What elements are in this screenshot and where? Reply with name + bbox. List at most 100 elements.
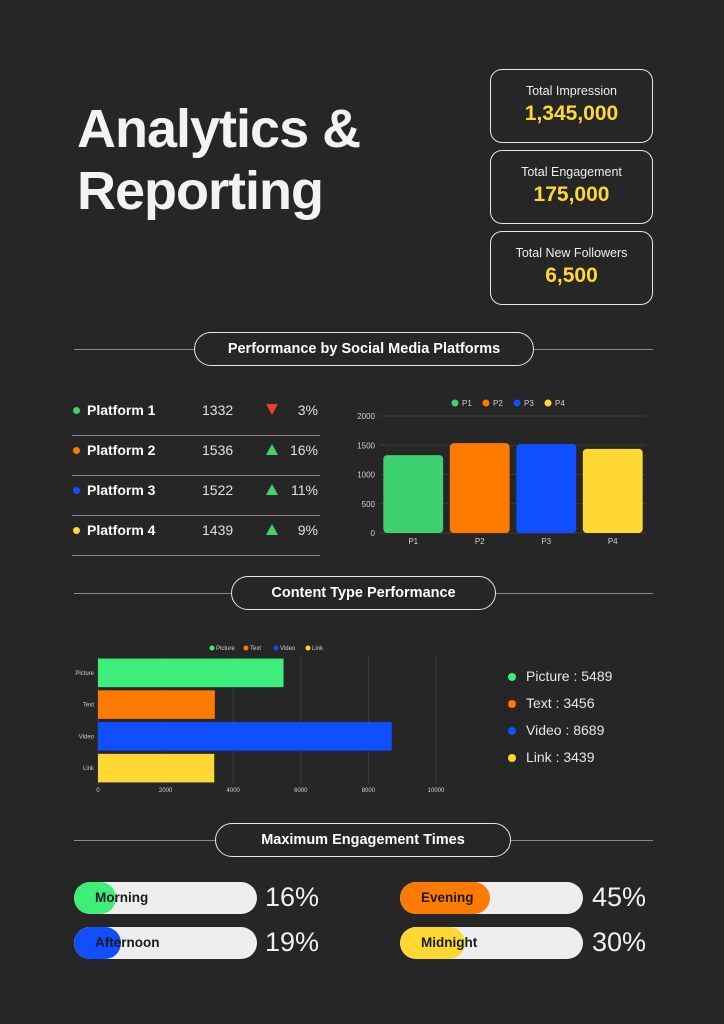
engagement-bar-morning: Morning — [74, 882, 257, 914]
platform-dot — [73, 447, 80, 454]
stat-value: 6,500 — [545, 264, 598, 287]
engagement-label: Afternoon — [95, 935, 160, 950]
stat-card-impression: Total Impression 1,345,000 — [490, 69, 653, 143]
engagement-fill — [400, 882, 491, 914]
x-tick-label: 2000 — [159, 788, 173, 794]
stat-card-followers: Total New Followers 6,500 — [490, 231, 653, 305]
stat-value: 1,345,000 — [524, 102, 619, 125]
platform-row: Platform 2 1536 16% — [72, 436, 320, 476]
legend-dot — [209, 645, 215, 651]
y-tick-label: Picture — [75, 671, 94, 677]
bar — [582, 448, 643, 533]
platform-value: 1332 — [202, 402, 234, 418]
x-tick-label: P1 — [408, 537, 418, 546]
stat-label: Total Impression — [525, 84, 617, 98]
platform-pct: 9% — [297, 522, 318, 538]
bar — [383, 455, 444, 533]
platform-name: Platform 1 — [87, 402, 156, 418]
platform-dot — [73, 527, 80, 534]
legend-text: Text : 3456 — [526, 695, 595, 711]
legend-dot — [513, 399, 521, 407]
platform-bar-chart: 0 500 1000 1500 2000 P1 P2 P3 P4 P1 P2 P3 P4 — [357, 399, 646, 546]
stat-label: Total New Followers — [515, 246, 628, 260]
bar — [516, 443, 577, 533]
engagement-pct: 45% — [592, 882, 647, 912]
legend-dot — [273, 645, 279, 651]
y-tick-label: Link — [83, 766, 95, 772]
legend-dot — [508, 700, 516, 708]
platform-value: 1536 — [202, 442, 234, 458]
legend-dot — [508, 754, 516, 762]
platform-pct: 3% — [297, 402, 318, 418]
platform-name: Platform 2 — [87, 442, 156, 458]
engagement-bar-afternoon: Afternoon — [74, 927, 257, 959]
platform-row: Platform 4 1439 9% — [72, 516, 320, 556]
platform-pct: 11% — [291, 482, 318, 498]
legend-label: Link — [312, 646, 324, 652]
x-tick-label: 6000 — [294, 788, 308, 794]
legend-dot — [243, 645, 249, 651]
section-title: Content Type Performance — [231, 576, 496, 610]
y-tick-label: 1000 — [357, 471, 375, 480]
title-line-1: Analytics & — [77, 99, 361, 159]
platform-name: Platform 3 — [87, 482, 156, 498]
y-tick-label: 1500 — [357, 441, 375, 450]
bar — [98, 722, 392, 751]
section-title: Performance by Social Media Platforms — [194, 332, 534, 366]
legend-label: Text — [250, 646, 261, 652]
engagement-pct: 16% — [265, 882, 320, 912]
legend-dot — [482, 399, 490, 407]
x-tick-label: 4000 — [227, 788, 241, 794]
bar — [98, 690, 215, 719]
y-tick-label: Video — [79, 734, 95, 740]
content-bar-chart: 0 2000 4000 6000 8000 10000 Picture Text Video Li… — [75, 645, 445, 794]
y-tick-label: 2000 — [357, 412, 375, 421]
trend-up-icon — [266, 524, 278, 535]
bar — [449, 443, 510, 533]
bar — [98, 658, 284, 688]
x-tick-label: P2 — [475, 537, 485, 546]
title-line-2: Reporting — [77, 161, 324, 221]
engagement-pct: 30% — [592, 927, 647, 957]
engagement-label: Evening — [421, 890, 474, 905]
bar — [98, 753, 215, 783]
legend-dot — [508, 673, 516, 681]
y-tick-label: Text — [83, 703, 94, 709]
section-content: Content Type Performance — [74, 576, 653, 610]
trend-down-icon — [266, 404, 278, 415]
legend-label: Picture — [216, 646, 235, 652]
engagement-pct: 19% — [265, 927, 320, 957]
x-tick-label: P4 — [608, 537, 618, 546]
legend-dot — [508, 727, 516, 735]
legend-label: P2 — [493, 399, 503, 408]
platform-dot — [73, 407, 80, 414]
legend-dot — [451, 399, 459, 407]
platform-dot — [73, 487, 80, 494]
stat-label: Total Engagement — [521, 165, 622, 179]
y-tick-label: 500 — [362, 500, 376, 509]
legend-label: P4 — [555, 399, 565, 408]
trend-up-icon — [266, 484, 278, 495]
legend-dot — [544, 399, 552, 407]
legend-label: P1 — [462, 399, 472, 408]
engagement-bar-evening: Evening — [400, 882, 583, 914]
platform-pct: 16% — [289, 442, 318, 458]
platform-name: Platform 4 — [87, 522, 156, 538]
legend-dot — [305, 645, 311, 651]
trend-up-icon — [266, 444, 278, 455]
section-title: Maximum Engagement Times — [215, 823, 511, 857]
engagement-label: Morning — [95, 890, 149, 905]
platform-value: 1439 — [202, 522, 234, 538]
legend-text: Link : 3439 — [526, 749, 595, 765]
section-platforms: Performance by Social Media Platforms — [74, 332, 653, 366]
x-tick-label: P3 — [541, 537, 551, 546]
x-tick-label: 10000 — [428, 788, 445, 794]
engagement-fill — [400, 927, 466, 959]
engagement-fill — [74, 882, 116, 914]
legend-text: Video : 8689 — [526, 722, 605, 738]
y-tick-label: 0 — [371, 529, 376, 538]
platform-row: Platform 3 1522 11% — [72, 476, 320, 516]
x-tick-label: 0 — [96, 788, 100, 794]
platform-value: 1522 — [202, 482, 234, 498]
page-title: Analytics & Reporting — [77, 98, 361, 222]
